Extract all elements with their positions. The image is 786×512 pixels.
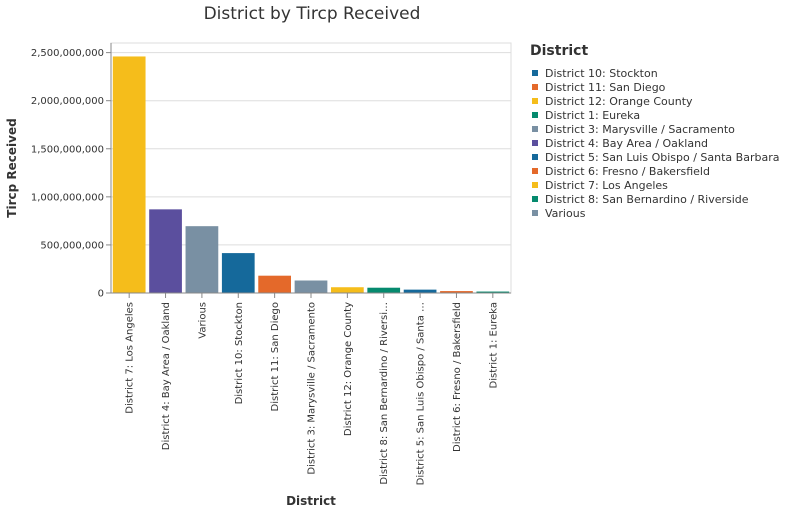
legend-swatch (532, 168, 538, 174)
legend-item-label: District 3: Marysville / Sacramento (545, 123, 735, 136)
bar (294, 280, 328, 293)
y-tick-label: 2,500,000,000 (31, 48, 104, 59)
legend-swatch (532, 210, 538, 216)
legend-item-label: Various (545, 207, 586, 220)
bars (112, 56, 510, 293)
legend-item-label: District 12: Orange County (545, 95, 693, 108)
chart-title: District by Tircp Received (204, 4, 421, 24)
bar (221, 253, 255, 293)
legend-swatch (532, 140, 538, 146)
legend-item-label: District 7: Los Angeles (545, 179, 668, 192)
bar (367, 287, 401, 293)
y-tick-label: 500,000,000 (40, 240, 104, 251)
legend-item-label: District 4: Bay Area / Oakland (545, 137, 708, 150)
legend-swatch (532, 98, 538, 104)
x-tick-label: Various (197, 302, 208, 339)
legend-swatch (532, 112, 538, 118)
legend-swatch (532, 196, 538, 202)
legend-item-label: District 11: San Diego (545, 81, 666, 94)
bar (185, 226, 219, 293)
legend-item-label: District 5: San Luis Obispo / Santa Barb… (545, 151, 779, 164)
legend-swatch (532, 126, 538, 132)
x-tick-label: District 6: Fresno / Bakersfield (452, 302, 463, 452)
legend-item-label: District 8: San Bernardino / Riverside (545, 193, 749, 206)
x-tick-label: District 11: San Diego (270, 302, 281, 411)
x-tick-label: District 10: Stockton (234, 302, 245, 404)
legend-swatch (532, 182, 538, 188)
legend-item-label: District 6: Fresno / Bakersfield (545, 165, 710, 178)
x-tick-label: District 4: Bay Area / Oakland (161, 302, 172, 450)
x-tick-label: District 3: Marysville / Sacramento (307, 302, 318, 475)
bar (476, 291, 510, 293)
x-tick-label: District 12: Orange County (343, 302, 354, 436)
y-tick-label: 1,000,000,000 (31, 192, 104, 203)
x-tick-label: District 7: Los Angeles (125, 302, 136, 414)
x-tick-label: District 5: San Luis Obispo / Santa … (416, 302, 427, 485)
y-tick-label: 0 (98, 289, 104, 300)
x-tick-label: District 1: Eureka (488, 302, 499, 388)
legend-swatch (532, 70, 538, 76)
legend-item-label: District 10: Stockton (545, 67, 658, 80)
y-axis-title: Tircp Received (5, 118, 19, 217)
legend-title: District (530, 43, 588, 59)
legend-swatch (532, 154, 538, 160)
bar (403, 289, 437, 293)
legend-swatch (532, 84, 538, 90)
bar (331, 287, 364, 293)
legend-item-label: District 1: Eureka (545, 109, 640, 122)
axes: 0 500,000,000 1,000,000,000 1,500,000,000 2,… (31, 43, 511, 485)
x-axis-title: District (286, 494, 336, 508)
bar (440, 291, 473, 293)
bar (149, 209, 182, 293)
y-tick-label: 2,000,000,000 (31, 96, 104, 107)
y-tick-label: 1,500,000,000 (31, 144, 104, 155)
bar (258, 275, 291, 293)
x-tick-label: District 8: San Bernardino / Riversi… (379, 302, 390, 485)
bar (112, 56, 146, 293)
